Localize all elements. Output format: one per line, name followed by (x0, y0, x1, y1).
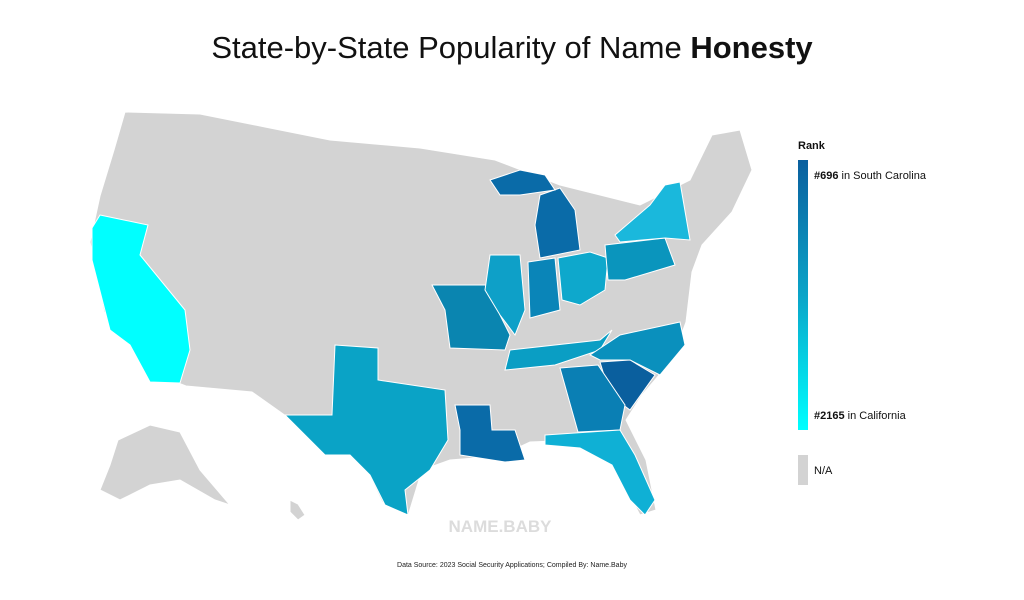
title: State-by-State Popularity of Name Honest… (0, 30, 1024, 66)
legend-bottom: #2165 in California (814, 410, 906, 422)
footer: Data Source: 2023 Social Security Applic… (397, 562, 627, 569)
ranked-states (91, 169, 691, 516)
legend-na-swatch (798, 455, 808, 485)
watermark: NAME.BABY (449, 517, 553, 536)
legend-top-rank: #696 (814, 170, 839, 182)
legend-top: #696 in South Carolina (814, 170, 926, 182)
legend-bottom-label: in California (847, 410, 906, 422)
legend-title: Rank (798, 140, 825, 152)
legend-gradient (798, 160, 808, 430)
title-name: Honesty (690, 30, 813, 65)
title-text: State-by-State Popularity of Name (211, 30, 682, 65)
legend-na: N/A (814, 465, 833, 477)
legend-bottom-rank: #2165 (814, 410, 845, 422)
legend-top-label: in South Carolina (841, 170, 926, 182)
